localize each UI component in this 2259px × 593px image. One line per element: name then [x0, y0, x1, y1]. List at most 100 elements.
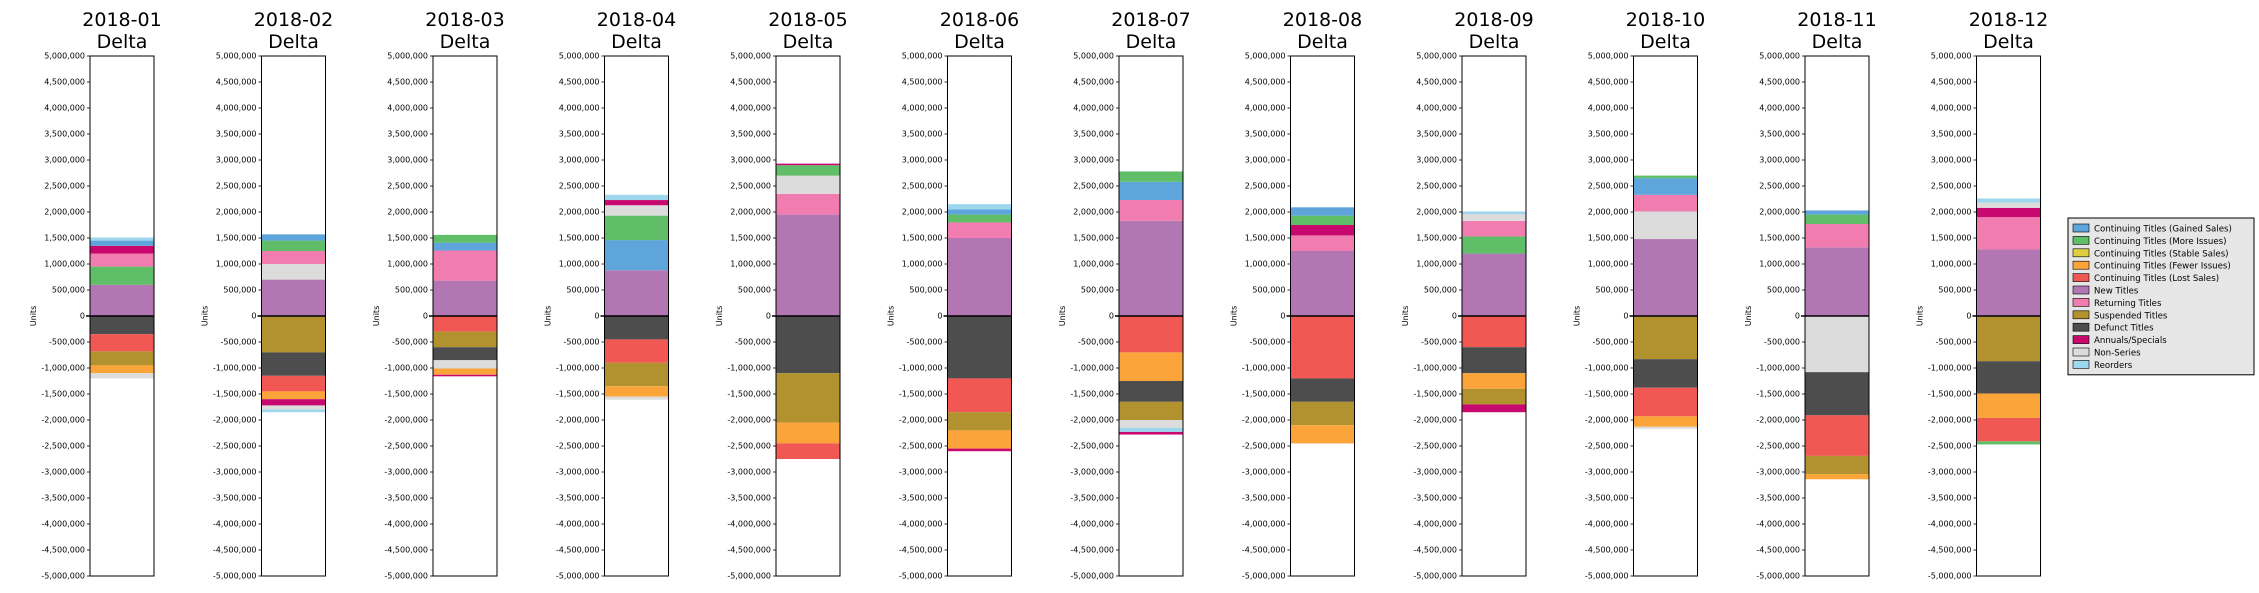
panel-title: 2018-11	[1797, 9, 1876, 31]
y-tick-label: 1,500,000	[1931, 234, 1972, 243]
bar-segment-neg-non_series	[1119, 420, 1183, 428]
bar-segment-pos-returning_titles	[776, 193, 840, 215]
y-tick-label: 4,000,000	[1245, 104, 1286, 113]
y-tick-label: 3,000,000	[559, 156, 600, 165]
y-tick-label: -500,000	[49, 338, 85, 347]
bar-segment-pos-annuals_specials	[604, 200, 669, 206]
bar-segment-neg-continuing_lost	[947, 378, 1012, 413]
bar-segment-neg-continuing_more	[1976, 441, 2041, 445]
bar-segment-neg-suspended_titles	[604, 362, 669, 387]
y-tick-label: 4,000,000	[902, 104, 943, 113]
panel-2018-06: 5,000,000 4,500,000 4,000,000 3,500,000 3,00…	[887, 9, 1020, 581]
bar-segment-pos-continuing_gained	[261, 234, 326, 241]
y-tick-label: -4,500,000	[1413, 546, 1457, 555]
y-tick-label: -500,000	[1421, 338, 1457, 347]
y-axis-label: Units	[372, 306, 381, 326]
panel-title: 2018-06	[940, 9, 1019, 31]
y-tick-label: -4,000,000	[727, 520, 771, 529]
bar-segment-pos-non_series	[776, 175, 840, 194]
y-tick-label: -3,000,000	[384, 468, 428, 477]
bar-segment-neg-non_series	[604, 396, 669, 400]
y-tick-label: 3,000,000	[216, 156, 257, 165]
y-tick-label: -1,500,000	[1070, 390, 1114, 399]
bar-segment-neg-reorders	[261, 409, 326, 413]
y-tick-label: 2,000,000	[387, 208, 428, 217]
y-tick-label: -4,500,000	[727, 546, 771, 555]
bar-segment-pos-returning_titles	[1290, 235, 1355, 251]
legend: Continuing Titles (Gained Sales) Continui…	[2067, 217, 2255, 376]
y-tick-label: 0	[1452, 312, 1457, 321]
y-tick-label: -5,000,000	[1413, 572, 1457, 581]
legend-label: Non-Series	[2094, 349, 2141, 359]
bar-segment-neg-continuing_lost	[1290, 316, 1355, 379]
bar-segment-neg-suspended_titles	[261, 316, 326, 353]
y-tick-label: 0	[937, 312, 942, 321]
y-tick-label: 4,500,000	[730, 78, 771, 87]
panel-subtitle: Delta	[268, 31, 319, 53]
bar-segment-neg-continuing_lost	[604, 339, 669, 363]
y-tick-label: -4,000,000	[384, 520, 428, 529]
y-tick-label: -500,000	[392, 338, 428, 347]
y-tick-label: 1,000,000	[1073, 260, 1114, 269]
y-tick-label: -3,000,000	[1413, 468, 1457, 477]
y-tick-label: -2,000,000	[1413, 416, 1457, 425]
y-tick-label: 1,000,000	[216, 260, 257, 269]
y-axis-label: Units	[715, 306, 724, 326]
y-tick-label: 4,500,000	[387, 78, 428, 87]
y-tick-label: -3,500,000	[1413, 494, 1457, 503]
y-axis-label: Units	[1058, 306, 1067, 326]
bar-segment-neg-continuing_fewer	[90, 365, 154, 374]
legend-item-continuing_more: Continuing Titles (More Issues)	[2072, 236, 2226, 247]
y-tick-label: -4,000,000	[213, 520, 257, 529]
y-tick-label: -4,000,000	[1070, 520, 1114, 529]
panel-2018-04: 5,000,000 4,500,000 4,000,000 3,500,000 3,00…	[544, 9, 677, 581]
y-tick-label: -1,000,000	[41, 364, 85, 373]
legend-label: Continuing Titles (Gained Sales)	[2094, 225, 2232, 235]
y-tick-label: 3,500,000	[1416, 130, 1457, 139]
y-tick-label: -1,000,000	[727, 364, 771, 373]
bar-segment-neg-suspended_titles	[1290, 401, 1355, 426]
bar-segment-neg-suspended_titles	[1633, 316, 1698, 360]
bar-segment-pos-non_series	[604, 205, 669, 216]
y-tick-label: 3,500,000	[1931, 130, 1972, 139]
y-tick-label: -2,500,000	[899, 442, 943, 451]
bar-segment-neg-suspended_titles	[1119, 401, 1183, 420]
bar-segment-neg-defunct_titles	[1633, 359, 1698, 388]
y-tick-label: -1,500,000	[556, 390, 600, 399]
legend-swatch	[2072, 273, 2090, 282]
y-tick-label: -1,000,000	[1585, 364, 1629, 373]
bar-segment-neg-defunct_titles	[90, 316, 154, 335]
y-tick-label: 1,500,000	[1073, 234, 1114, 243]
y-tick-label: -4,000,000	[1242, 520, 1286, 529]
bar-segment-neg-annuals_specials	[1119, 431, 1183, 435]
y-tick-label: 500,000	[223, 286, 256, 295]
panel-title: 2018-10	[1626, 9, 1705, 31]
y-tick-label: -2,000,000	[41, 416, 85, 425]
y-tick-label: -1,500,000	[899, 390, 943, 399]
y-tick-label: -4,500,000	[384, 546, 428, 555]
y-tick-label: -2,500,000	[1756, 442, 1800, 451]
bar-segment-neg-annuals_specials	[947, 448, 1012, 452]
bar-segment-pos-continuing_gained	[433, 242, 497, 251]
y-tick-label: 0	[1966, 312, 1971, 321]
y-tick-label: -1,000,000	[899, 364, 943, 373]
bar-segment-pos-new_titles	[604, 270, 669, 316]
y-tick-label: 2,000,000	[1588, 208, 1629, 217]
panel-title: 2018-09	[1454, 9, 1533, 31]
panel-title: 2018-07	[1111, 9, 1190, 31]
y-tick-label: 4,500,000	[1073, 78, 1114, 87]
y-tick-label: -4,000,000	[1585, 520, 1629, 529]
y-tick-label: 5,000,000	[730, 52, 771, 61]
legend-label: Continuing Titles (Stable Sales)	[2094, 249, 2229, 259]
panel-2018-05: 5,000,000 4,500,000 4,000,000 3,500,000 3,00…	[715, 9, 848, 581]
y-tick-label: -500,000	[1593, 338, 1629, 347]
bar-segment-neg-suspended_titles	[947, 412, 1012, 431]
bar-segment-pos-continuing_gained	[1633, 178, 1698, 195]
bar-segment-pos-new_titles	[1633, 239, 1698, 316]
legend-label: Annuals/Specials	[2094, 336, 2167, 346]
y-tick-label: -2,500,000	[727, 442, 771, 451]
y-tick-label: 3,000,000	[902, 156, 943, 165]
bar-segment-neg-continuing_lost	[776, 443, 840, 459]
bar-segment-pos-annuals_specials	[1976, 207, 2041, 218]
legend-label: Reorders	[2094, 361, 2133, 371]
